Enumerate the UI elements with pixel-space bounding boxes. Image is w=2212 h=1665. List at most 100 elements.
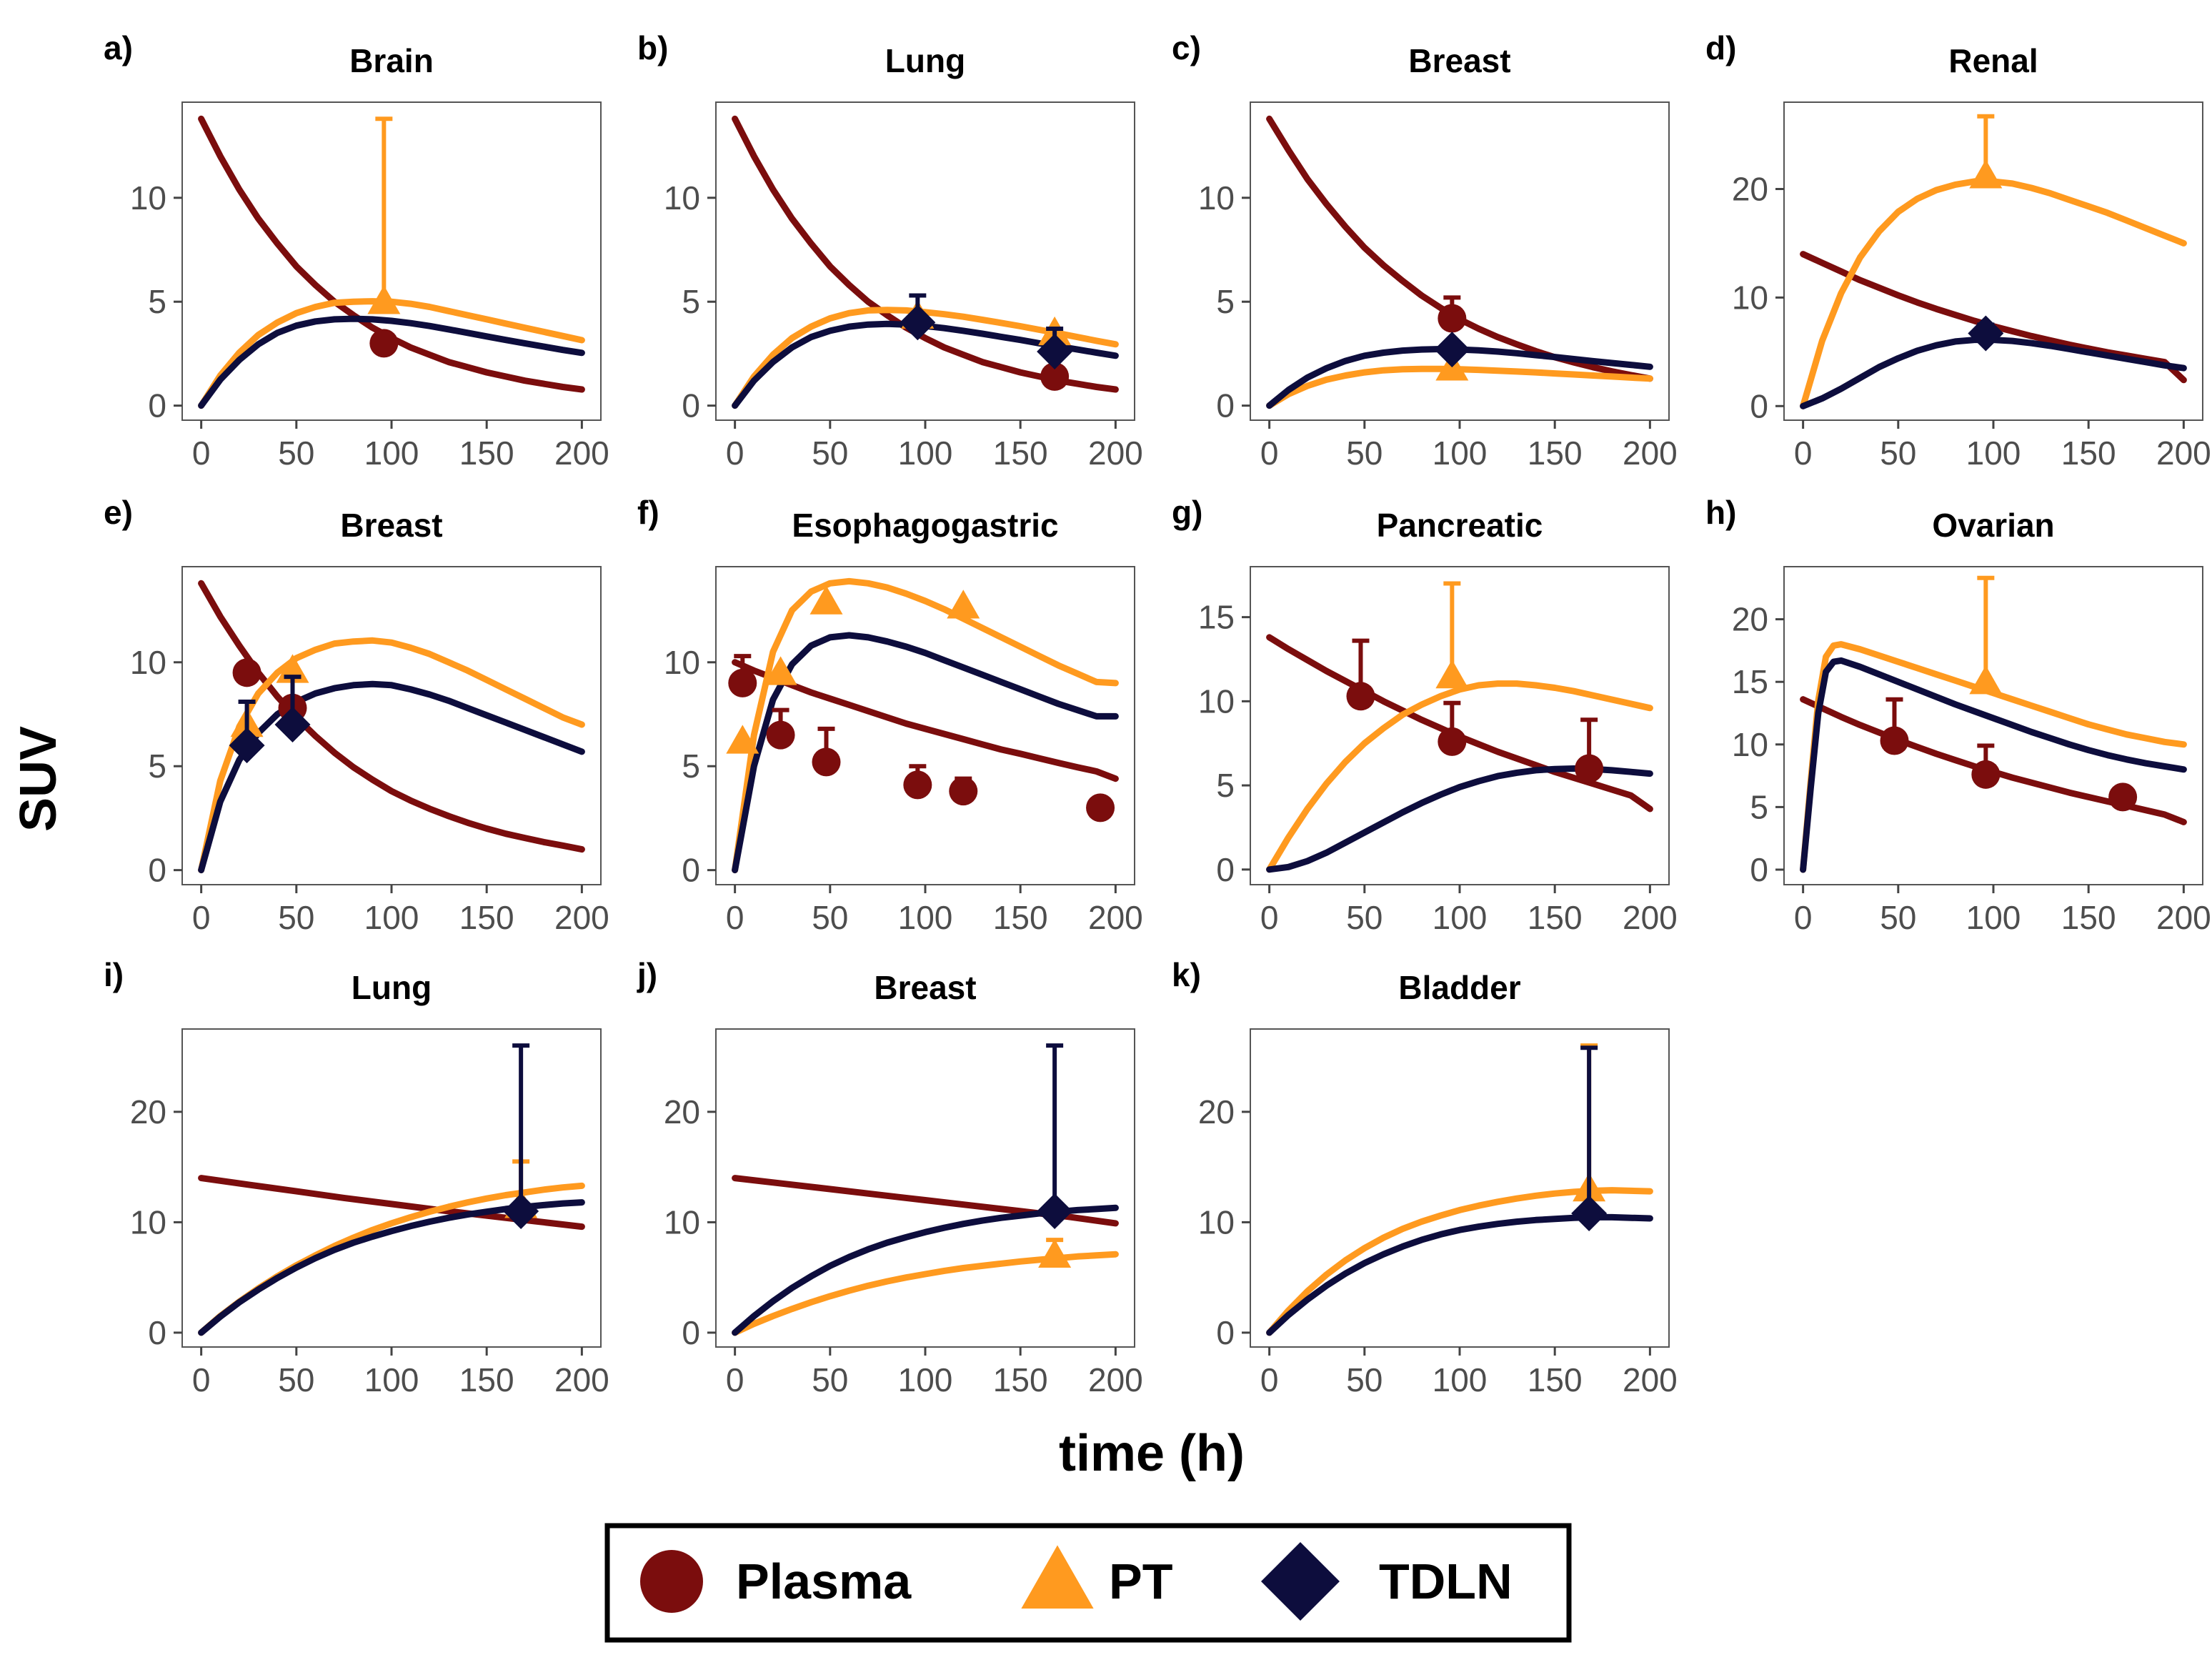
x-tick-label: 150 — [459, 434, 514, 472]
panel-label: h) — [1705, 494, 1736, 531]
x-tick-label: 100 — [364, 434, 419, 472]
panel-title: Breast — [874, 969, 976, 1006]
tdln-point — [1037, 1193, 1073, 1229]
x-tick-label: 100 — [364, 899, 419, 936]
plasma-point — [1086, 793, 1115, 822]
legend-tdln-label: TDLN — [1379, 1554, 1513, 1609]
x-tick-label: 0 — [192, 1361, 211, 1398]
legend-pt-label: PT — [1109, 1554, 1172, 1609]
x-tick-label: 50 — [812, 1361, 848, 1398]
y-tick-label: 0 — [1750, 387, 1768, 424]
plasma-point — [1438, 727, 1467, 756]
tdln-point — [503, 1193, 539, 1229]
x-tick-label: 100 — [1966, 899, 2021, 936]
y-tick-label: 0 — [148, 1314, 166, 1351]
pt-curve — [198, 637, 585, 874]
y-tick-label: 0 — [1216, 851, 1235, 888]
y-tick-label: 0 — [1216, 387, 1235, 424]
panel-label: b) — [637, 29, 668, 66]
y-tick-label: 10 — [130, 644, 166, 681]
pt-curve — [1800, 641, 2187, 873]
y-tick-label: 0 — [682, 1314, 700, 1351]
x-tick-label: 0 — [726, 1361, 744, 1398]
x-tick-label: 150 — [459, 1361, 514, 1398]
tdln-point — [1571, 1196, 1608, 1232]
x-tick-label: 150 — [993, 899, 1048, 936]
y-tick-label: 15 — [1198, 599, 1235, 636]
x-tick-label: 150 — [1528, 434, 1583, 472]
y-tick-label: 20 — [130, 1093, 166, 1130]
y-tick-label: 0 — [148, 387, 166, 424]
x-tick-label: 50 — [1346, 434, 1382, 472]
tdln-curve — [732, 632, 1119, 874]
x-tick-label: 0 — [1794, 899, 1813, 936]
x-tick-label: 200 — [2156, 899, 2211, 936]
legend-items: Plasma PT TDLN — [640, 1542, 1513, 1621]
y-tick-label: 5 — [148, 747, 166, 785]
plasma-curve — [732, 659, 1119, 782]
x-tick-label: 50 — [1880, 899, 1916, 936]
x-tick-label: 150 — [459, 899, 514, 936]
tdln-curve — [1800, 657, 2187, 873]
plasma-point — [1971, 760, 2001, 789]
tdln-point — [274, 707, 311, 743]
panel-title: Breast — [340, 507, 442, 544]
x-tick-label: 100 — [1433, 1361, 1488, 1398]
x-tick-label: 150 — [993, 1361, 1048, 1398]
x-tick-label: 150 — [2061, 899, 2116, 936]
y-tick-label: 10 — [130, 1203, 166, 1241]
plot-area — [715, 101, 1135, 421]
panel-label: a) — [104, 29, 133, 66]
x-tick-label: 0 — [726, 899, 744, 936]
y-tick-label: 15 — [1732, 663, 1768, 700]
pt-point — [764, 656, 797, 685]
plasma-curve — [198, 580, 585, 853]
y-tick-label: 10 — [664, 179, 700, 217]
panel-title: Esophagogastric — [792, 507, 1058, 544]
pt-curve — [732, 577, 1119, 874]
plasma-point — [1040, 362, 1070, 391]
plasma-point — [1880, 726, 1909, 755]
pt-point — [1969, 665, 2003, 695]
panel-title: Renal — [1948, 42, 2038, 79]
y-tick-label: 0 — [1216, 1314, 1235, 1351]
plasma-point — [2108, 782, 2138, 812]
panel-label: e) — [104, 494, 133, 531]
y-axis-title: SUV — [10, 726, 67, 832]
x-tick-label: 50 — [278, 1361, 314, 1398]
panel-title: Bladder — [1398, 969, 1520, 1006]
plasma-point — [728, 668, 757, 697]
panel-label: g) — [1172, 494, 1202, 531]
plasma-point — [369, 329, 399, 358]
y-tick-label: 5 — [1750, 788, 1768, 825]
x-tick-label: 200 — [1088, 434, 1143, 472]
panel-title: Ovarian — [1932, 507, 2054, 544]
plasma-point — [949, 777, 978, 806]
x-tick-label: 200 — [554, 434, 609, 472]
x-tick-label: 100 — [898, 1361, 953, 1398]
plasma-point — [903, 770, 932, 800]
legend-plasma-label: Plasma — [736, 1554, 912, 1609]
panel-label: k) — [1172, 956, 1201, 993]
x-tick-label: 200 — [1623, 1361, 1678, 1398]
x-tick-label: 200 — [2156, 434, 2211, 472]
pt-point — [1969, 159, 2003, 189]
x-tick-label: 150 — [1528, 1361, 1583, 1398]
x-tick-label: 200 — [1623, 434, 1678, 472]
x-tick-label: 100 — [1433, 899, 1488, 936]
x-tick-label: 150 — [993, 434, 1048, 472]
plot-area — [1250, 566, 1670, 885]
x-tick-label: 0 — [1260, 434, 1279, 472]
plasma-point — [1346, 682, 1375, 711]
y-tick-label: 10 — [664, 644, 700, 681]
x-tick-label: 100 — [898, 899, 953, 936]
